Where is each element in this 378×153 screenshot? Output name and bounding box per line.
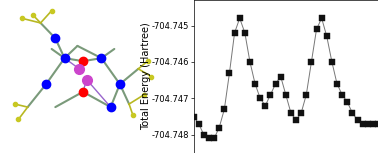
Y-axis label: Total Energy (Hartree): Total Energy (Hartree): [141, 23, 150, 130]
